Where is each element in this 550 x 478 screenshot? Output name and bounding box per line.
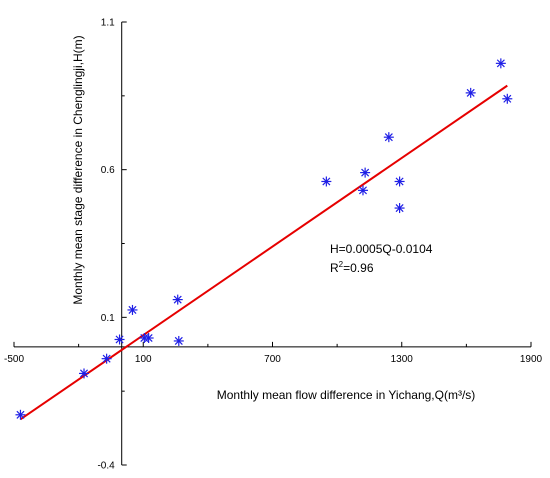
- data-point: [465, 87, 476, 98]
- y-axis-title: Monthly mean stage difference in Chengli…: [71, 35, 85, 304]
- data-point: [127, 304, 138, 315]
- y-tick-label: 0.6: [101, 165, 115, 176]
- data-point: [101, 353, 112, 364]
- data-point: [394, 203, 405, 214]
- data-point: [357, 185, 368, 196]
- x-tick-label: 100: [135, 354, 152, 365]
- data-point: [173, 335, 184, 346]
- data-point: [143, 333, 154, 344]
- data-point: [79, 368, 90, 379]
- y-tick-label: 1.1: [101, 18, 115, 29]
- r-squared-value: =0.96: [343, 261, 374, 275]
- tick-labels: -500 100 700 1300 1900 -0.4 0.1 0.6 1.1: [4, 18, 543, 472]
- regression-line: [19, 84, 508, 421]
- data-point: [383, 132, 394, 143]
- x-tick-label: 1300: [391, 354, 414, 365]
- r-squared-label: R2=0.96: [330, 260, 374, 275]
- r-squared-superscript: 2: [339, 260, 344, 269]
- data-point: [114, 334, 125, 345]
- data-point: [502, 93, 513, 104]
- data-points: [15, 58, 513, 420]
- data-point: [495, 58, 506, 69]
- r-squared-prefix: R: [330, 261, 339, 275]
- y-tick-label: 0.1: [101, 313, 115, 324]
- x-tick-label: 700: [264, 354, 281, 365]
- data-point: [360, 167, 371, 178]
- data-point: [15, 409, 26, 420]
- x-tick-label: 1900: [520, 354, 543, 365]
- data-point: [172, 294, 183, 305]
- ticks: [13, 21, 532, 466]
- x-tick-label: -500: [4, 354, 24, 365]
- x-axis-title: Monthly mean flow difference in Yichang,…: [217, 388, 476, 402]
- y-tick-label: -0.4: [97, 461, 115, 472]
- equation-label: H=0.0005Q-0.0104: [330, 242, 433, 256]
- data-point: [321, 176, 332, 187]
- data-point: [394, 176, 405, 187]
